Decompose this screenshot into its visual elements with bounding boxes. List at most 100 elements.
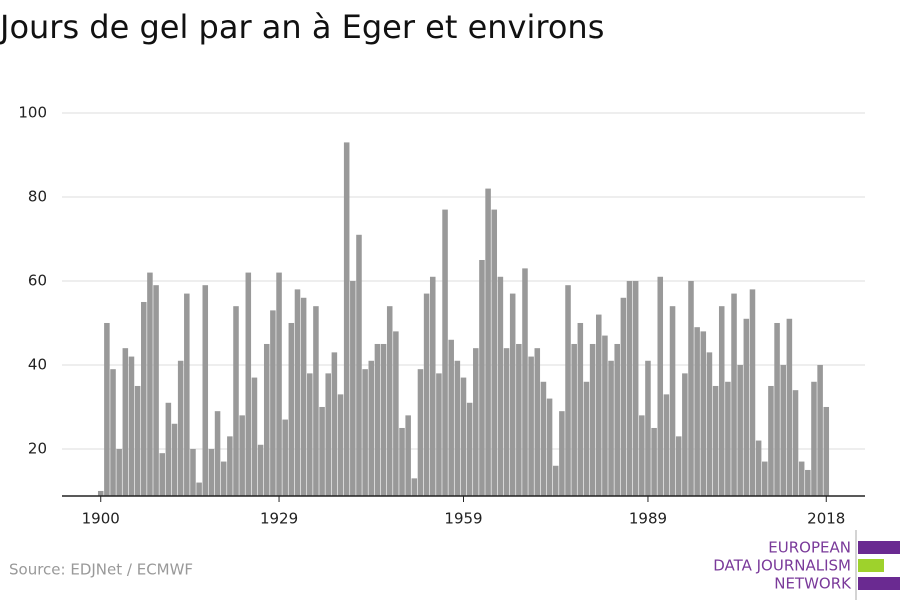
bar bbox=[528, 356, 534, 496]
bar bbox=[774, 322, 780, 496]
bar bbox=[331, 352, 338, 496]
bar bbox=[540, 381, 547, 496]
bar bbox=[399, 427, 405, 496]
bar bbox=[417, 369, 424, 496]
bar bbox=[190, 448, 196, 496]
bar bbox=[448, 339, 454, 496]
bar bbox=[460, 377, 467, 496]
bar bbox=[466, 402, 473, 496]
bar bbox=[491, 209, 498, 496]
bar bbox=[177, 360, 184, 496]
bar bbox=[626, 280, 633, 496]
bar bbox=[645, 360, 651, 496]
y-tick-label: 20 bbox=[28, 439, 47, 457]
bar bbox=[651, 427, 657, 496]
source: Source: EDJNet / ECMWF bbox=[9, 561, 193, 579]
bar bbox=[731, 293, 737, 496]
bar bbox=[423, 293, 430, 496]
bar bbox=[350, 280, 356, 496]
bar bbox=[755, 440, 762, 496]
bar bbox=[737, 364, 743, 496]
bar bbox=[682, 373, 688, 496]
bar bbox=[97, 490, 104, 496]
x-tick-label: 1900 bbox=[82, 510, 120, 528]
bar bbox=[362, 369, 368, 496]
bar bbox=[718, 306, 725, 496]
bar bbox=[343, 142, 350, 497]
bar bbox=[509, 293, 516, 496]
bar bbox=[479, 259, 485, 496]
bar bbox=[454, 360, 461, 496]
bar bbox=[798, 461, 805, 496]
bar bbox=[436, 373, 442, 496]
bar bbox=[596, 314, 602, 496]
bar bbox=[632, 280, 639, 496]
bar bbox=[227, 436, 233, 496]
bar bbox=[552, 465, 559, 496]
bar bbox=[817, 364, 823, 496]
bar bbox=[516, 343, 522, 496]
bar bbox=[780, 364, 786, 496]
bar bbox=[325, 373, 331, 496]
bar bbox=[214, 411, 221, 496]
bar bbox=[805, 469, 811, 496]
bar bbox=[263, 343, 270, 496]
bar bbox=[663, 394, 670, 496]
logo-bar bbox=[858, 577, 900, 590]
bar bbox=[786, 318, 793, 496]
y-tick-label: 100 bbox=[18, 104, 47, 122]
logo-text: DATA JOURNALISM bbox=[713, 557, 851, 575]
logo-bar bbox=[858, 559, 884, 572]
bar bbox=[393, 331, 399, 496]
bar bbox=[608, 360, 614, 496]
x-tick-label: 1959 bbox=[444, 510, 482, 528]
logo-bar bbox=[858, 541, 900, 554]
logo-text: EUROPEAN bbox=[768, 539, 851, 557]
bar bbox=[368, 360, 375, 496]
chart-title: Jours de gel par an à Eger et environs bbox=[0, 8, 604, 46]
bar bbox=[485, 188, 491, 496]
x-tick-label: 2018 bbox=[807, 510, 845, 528]
y-tick-label: 60 bbox=[28, 271, 47, 289]
logo-text: NETWORK bbox=[774, 575, 852, 593]
bar bbox=[356, 234, 362, 496]
bar bbox=[220, 461, 227, 496]
bar bbox=[122, 348, 129, 496]
bar bbox=[792, 390, 799, 496]
bar bbox=[700, 331, 707, 496]
bar bbox=[110, 369, 116, 496]
bar bbox=[153, 285, 159, 496]
bar bbox=[257, 444, 264, 496]
bar bbox=[104, 322, 110, 496]
bar bbox=[614, 343, 620, 496]
bar bbox=[688, 280, 694, 496]
bar bbox=[374, 343, 381, 496]
x-tick-label: 1989 bbox=[629, 510, 667, 528]
bar bbox=[128, 356, 135, 496]
bar bbox=[270, 310, 276, 496]
bar bbox=[811, 381, 817, 496]
bar bbox=[546, 398, 553, 496]
bar bbox=[768, 385, 774, 496]
bar bbox=[762, 461, 768, 496]
bar bbox=[473, 348, 479, 496]
bar bbox=[159, 453, 165, 496]
bar bbox=[405, 415, 411, 496]
bar bbox=[577, 322, 584, 496]
bar bbox=[313, 306, 319, 496]
bar bbox=[559, 411, 565, 496]
bar bbox=[497, 276, 504, 496]
bar bbox=[694, 327, 700, 496]
bar bbox=[184, 293, 190, 496]
bar bbox=[116, 448, 122, 496]
bar bbox=[141, 301, 147, 496]
bar bbox=[743, 318, 750, 496]
bar bbox=[386, 306, 393, 496]
bar bbox=[165, 402, 172, 496]
bar bbox=[202, 285, 209, 496]
bar bbox=[380, 343, 387, 496]
bar bbox=[639, 415, 645, 496]
bar bbox=[319, 406, 325, 496]
bar bbox=[196, 482, 202, 496]
bar bbox=[675, 436, 682, 496]
